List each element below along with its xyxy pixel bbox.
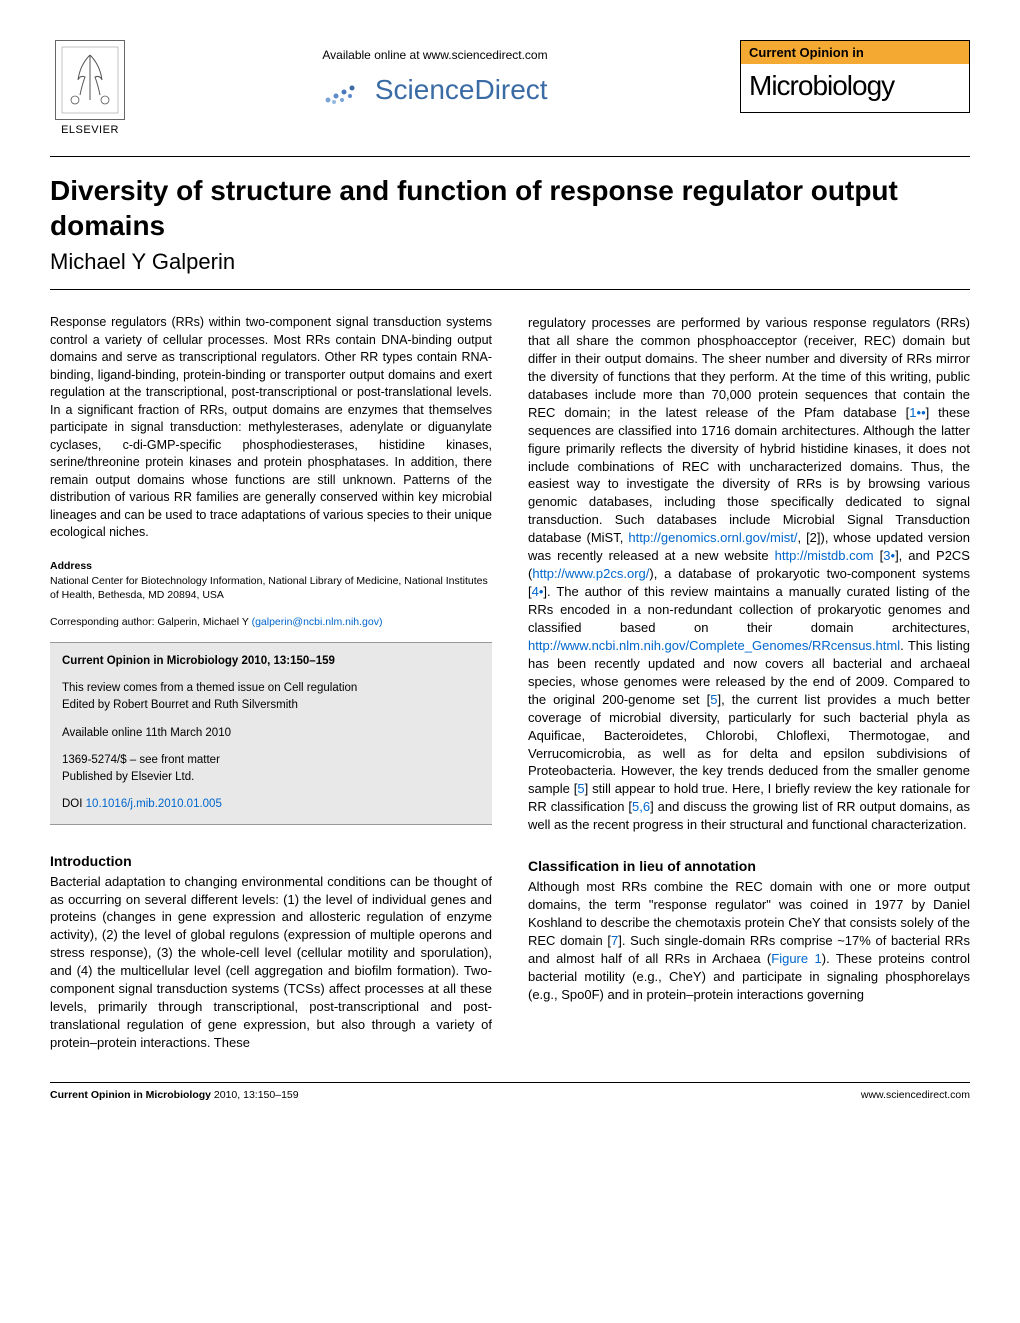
page-header: ELSEVIER Available online at www.science… [50,40,970,136]
doi-link[interactable]: 10.1016/j.mib.2010.01.005 [86,798,222,810]
corresponding-label: Corresponding author: Galperin, Michael … [50,616,249,628]
article-title: Diversity of structure and function of r… [50,173,970,243]
left-column: Response regulators (RRs) within two-com… [50,314,492,1052]
address-heading: Address [50,560,492,572]
editors-text: Edited by Robert Bourret and Ruth Silver… [62,699,298,711]
footer-issue: 2010, 13:150–159 [211,1089,299,1101]
ref-link-3[interactable]: 3• [883,548,895,563]
classification-heading: Classification in lieu of annotation [528,858,970,874]
publisher-text: Published by Elsevier Ltd. [62,771,194,783]
title-section: Diversity of structure and function of r… [50,156,970,290]
ref-link-4[interactable]: 4• [532,584,544,599]
ref-link-1[interactable]: 1•• [909,405,925,420]
ref-link-56[interactable]: 5,6 [632,799,650,814]
citation-info-box: Current Opinion in Microbiology 2010, 13… [50,642,492,825]
sciencedirect-logo: ScienceDirect [130,74,740,106]
body-span: ] these sequences are classified into 17… [528,405,970,546]
two-column-content: Response regulators (RRs) within two-com… [50,314,970,1052]
elsevier-tree-icon [55,40,125,120]
sciencedirect-dots-icon [322,82,362,106]
corresponding-author: Corresponding author: Galperin, Michael … [50,616,492,628]
body-span: [ [874,548,884,563]
available-online-text: Available online at www.sciencedirect.co… [130,48,740,62]
issn-text: 1369-5274/$ – see front matter [62,754,220,766]
introduction-body-right: regulatory processes are performed by va… [528,314,970,834]
mist-link[interactable]: http://genomics.ornl.gov/mist/ [628,530,797,545]
publisher-logo-block: ELSEVIER [50,40,130,136]
p2cs-link[interactable]: http://www.p2cs.org/ [532,566,649,581]
mistdb-link[interactable]: http://mistdb.com [775,548,874,563]
right-column: regulatory processes are performed by va… [528,314,970,1052]
header-center: Available online at www.sciencedirect.co… [130,40,740,106]
introduction-body-left: Bacterial adaptation to changing environ… [50,873,492,1052]
themed-issue-text: This review comes from a themed issue on… [62,682,357,694]
author-name: Michael Y Galperin [50,249,970,275]
footer-url: www.sciencedirect.com [861,1089,970,1101]
ref-link-5b[interactable]: 5 [577,781,584,796]
elsevier-label: ELSEVIER [61,124,119,136]
footer-citation: Current Opinion in Microbiology 2010, 13… [50,1089,299,1101]
figure-1-link[interactable]: Figure 1 [771,951,821,966]
page-footer: Current Opinion in Microbiology 2010, 13… [50,1082,970,1101]
body-span: ]. The author of this review maintains a… [528,584,970,635]
introduction-heading: Introduction [50,853,492,869]
body-span: regulatory processes are performed by va… [528,315,970,420]
sciencedirect-text: ScienceDirect [375,74,548,105]
classification-body: Although most RRs combine the REC domain… [528,878,970,1004]
rrcensus-link[interactable]: http://www.ncbi.nlm.nih.gov/Complete_Gen… [528,638,900,653]
doi-label: DOI [62,798,82,810]
journal-name: Microbiology [741,64,969,112]
journal-series-label: Current Opinion in [741,41,969,64]
address-text: National Center for Biotechnology Inform… [50,574,492,602]
citation-line: Current Opinion in Microbiology 2010, 13… [62,655,335,667]
abstract-text: Response regulators (RRs) within two-com… [50,314,492,542]
journal-badge: Current Opinion in Microbiology [740,40,970,113]
online-date: Available online 11th March 2010 [62,725,480,742]
footer-journal-name: Current Opinion in Microbiology [50,1089,211,1101]
author-email-link[interactable]: (galperin@ncbi.nlm.nih.gov) [252,616,383,628]
